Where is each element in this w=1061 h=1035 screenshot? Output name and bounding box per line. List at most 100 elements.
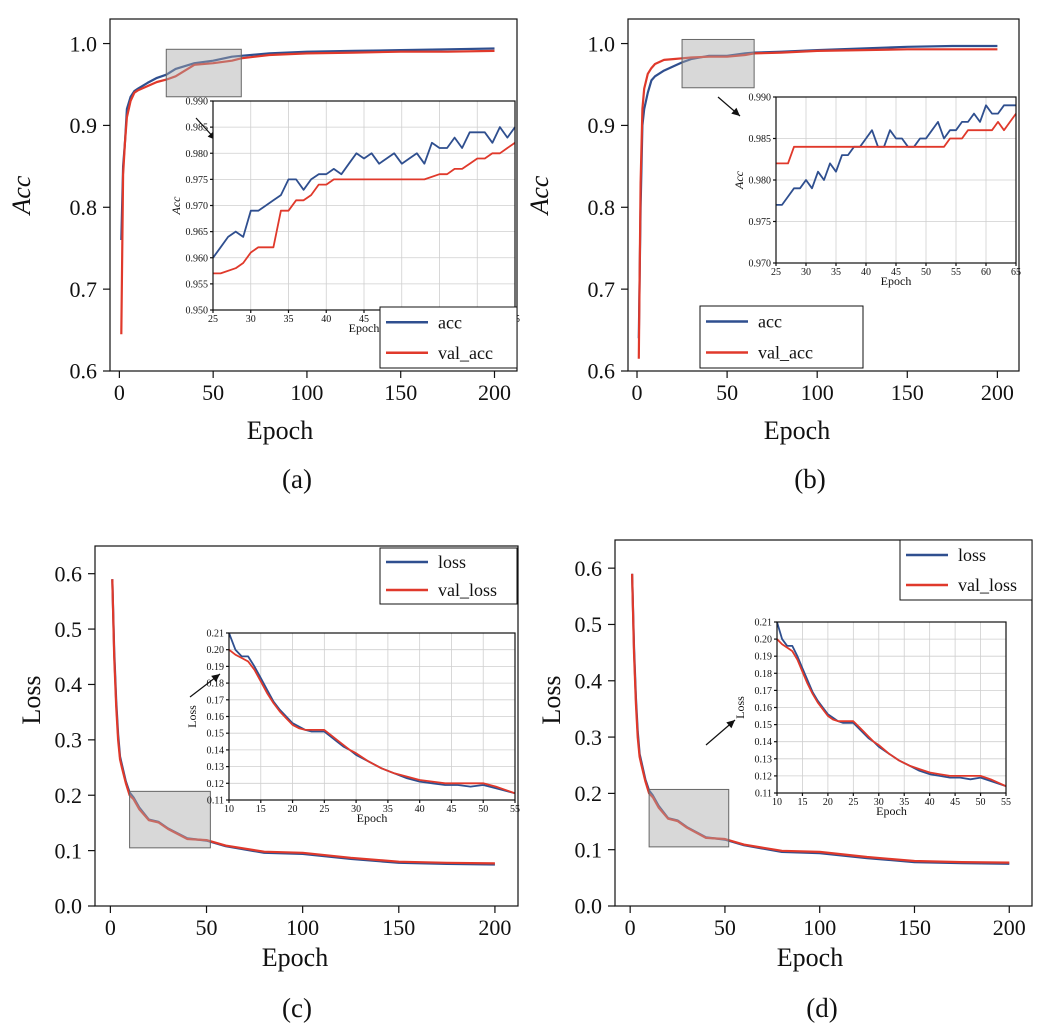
legend-box xyxy=(379,306,518,369)
y-tick-label: 0.7 xyxy=(70,277,98,302)
x-tick-label: 100 xyxy=(286,915,319,940)
y-axis-label: Acc xyxy=(7,175,36,216)
inset-x-tick-label: 25 xyxy=(208,314,218,325)
inset-x-tick-label: 30 xyxy=(246,314,256,325)
inset-x-tick-label: 40 xyxy=(861,267,871,278)
y-tick-label: 1.0 xyxy=(70,31,98,56)
inset-x-tick-label: 55 xyxy=(510,804,520,815)
inset-x-tick-label: 30 xyxy=(351,804,361,815)
x-axis-label: Epoch xyxy=(764,416,830,445)
inset-x-tick-label: 45 xyxy=(359,314,369,325)
inset-frame xyxy=(212,100,516,311)
inset-x-tick-label: 30 xyxy=(874,797,884,808)
legend-label-acc: acc xyxy=(758,312,782,332)
y-tick-label: 0.8 xyxy=(70,195,98,220)
x-axis-label: Epoch xyxy=(247,416,313,445)
y-tick-label: 0.5 xyxy=(575,612,603,637)
inset-series-val-loss xyxy=(776,638,1007,788)
inset-x-tick-label: 45 xyxy=(950,797,960,808)
inset-x-tick-label: 25 xyxy=(848,797,858,808)
legend-label-val-loss: val_loss xyxy=(438,580,497,600)
y-tick-label: 0.4 xyxy=(575,668,603,693)
legend-box xyxy=(699,305,864,369)
y-tick-label: 0.2 xyxy=(575,781,603,806)
x-tick-label: 0 xyxy=(114,380,125,405)
y-tick-label: 0.1 xyxy=(575,837,603,862)
x-tick-label: 100 xyxy=(803,915,836,940)
x-tick-label: 0 xyxy=(632,380,643,405)
x-tick-label: 100 xyxy=(290,380,323,405)
frame xyxy=(109,18,518,372)
inset-x-tick-label: 10 xyxy=(224,804,234,815)
inset-x-axis-label: Epoch xyxy=(349,321,380,335)
inset-y-tick-label: 0.15 xyxy=(207,729,225,740)
inset-y-tick-label: 0.20 xyxy=(207,645,225,656)
inset-x-tick-label: 35 xyxy=(831,267,841,278)
y-tick-label: 0.6 xyxy=(588,359,616,384)
inset-x-tick-label: 20 xyxy=(823,797,833,808)
inset-y-tick-label: 0.980 xyxy=(186,149,209,160)
inset-x-tick-label: 50 xyxy=(478,804,488,815)
inset-y-tick-label: 0.13 xyxy=(207,762,225,773)
inset-x-tick-label: 65 xyxy=(1011,267,1021,278)
inset-y-tick-label: 0.13 xyxy=(755,754,773,765)
x-tick-label: 0 xyxy=(625,915,636,940)
inset-series-acc xyxy=(776,104,1016,206)
inset-series-loss xyxy=(228,632,516,795)
y-axis-label: Loss xyxy=(17,675,46,724)
x-tick-label: 200 xyxy=(981,380,1014,405)
inset-y-tick-label: 0.975 xyxy=(749,217,772,228)
x-tick-label: 200 xyxy=(993,915,1026,940)
y-tick-label: 0.0 xyxy=(575,894,603,919)
x-tick-label: 0 xyxy=(105,915,116,940)
inset-x-tick-label: 45 xyxy=(446,804,456,815)
inset-y-tick-label: 0.19 xyxy=(755,652,773,663)
y-tick-label: 0.7 xyxy=(588,277,616,302)
legend-box xyxy=(379,547,518,605)
inset-y-tick-label: 0.20 xyxy=(755,635,773,646)
panel-c: 0 50 100 150 200 0.0 0.1 0.2 0.3 0.4 0.5 0.6 Epoch Lo… xyxy=(17,545,520,1023)
inset-y-tick-label: 0.14 xyxy=(755,737,773,748)
inset-x-tick-label: 35 xyxy=(284,314,294,325)
y-tick-label: 0.1 xyxy=(55,838,83,863)
zoom-region xyxy=(681,38,755,89)
inset-x-tick-label: 40 xyxy=(925,797,935,808)
inset-y-tick-label: 0.11 xyxy=(755,789,772,800)
inset-y-axis-label: Acc xyxy=(169,196,183,216)
x-tick-label: 150 xyxy=(891,380,924,405)
inset-frame xyxy=(228,632,516,801)
x-tick-label: 50 xyxy=(202,380,224,405)
inset-y-tick-label: 0.985 xyxy=(749,134,772,145)
inset-series-val-acc xyxy=(213,142,516,275)
inset-y-tick-label: 0.970 xyxy=(749,259,772,270)
inset-series-val-acc xyxy=(776,113,1017,165)
inset-y-tick-label: 0.16 xyxy=(207,712,225,723)
inset-y-tick-label: 0.960 xyxy=(186,253,209,264)
inset-x-tick-label: 10 xyxy=(772,797,782,808)
inset-y-tick-label: 0.18 xyxy=(207,679,225,690)
inset-x-tick-label: 25 xyxy=(771,267,781,278)
series-val-loss xyxy=(111,579,495,865)
inset-y-tick-label: 0.21 xyxy=(755,618,773,629)
inset-y-tick-label: 0.970 xyxy=(186,201,209,212)
inset-x-tick-label: 20 xyxy=(288,804,298,815)
y-tick-label: 0.6 xyxy=(70,359,98,384)
inset-x-tick-label: 50 xyxy=(921,267,931,278)
inset-y-tick-label: 0.12 xyxy=(207,779,225,790)
x-tick-label: 100 xyxy=(801,380,834,405)
y-tick-label: 1.0 xyxy=(588,31,616,56)
x-tick-label: 150 xyxy=(898,915,931,940)
inset: 25 30 35 40 45 50 55 60 65 0.970 0.975 0.980 0.985 0.… xyxy=(732,93,1021,289)
inset-series-val-loss xyxy=(228,648,516,795)
inset-x-tick-label: 25 xyxy=(319,804,329,815)
panel-label: (d) xyxy=(806,993,837,1023)
x-tick-label: 50 xyxy=(714,915,736,940)
inset-x-tick-label: 40 xyxy=(321,314,331,325)
inset: 10 15 20 25 30 35 40 45 50 55 0.11 0.12 0.13 0.14 0.15… xyxy=(185,629,520,826)
inset-x-axis-label: Epoch xyxy=(876,804,907,818)
legend-label-acc: acc xyxy=(438,312,462,332)
inset-y-tick-label: 0.17 xyxy=(207,695,225,706)
y-tick-label: 0.6 xyxy=(55,561,83,586)
pointer-arrow-head xyxy=(731,107,740,116)
